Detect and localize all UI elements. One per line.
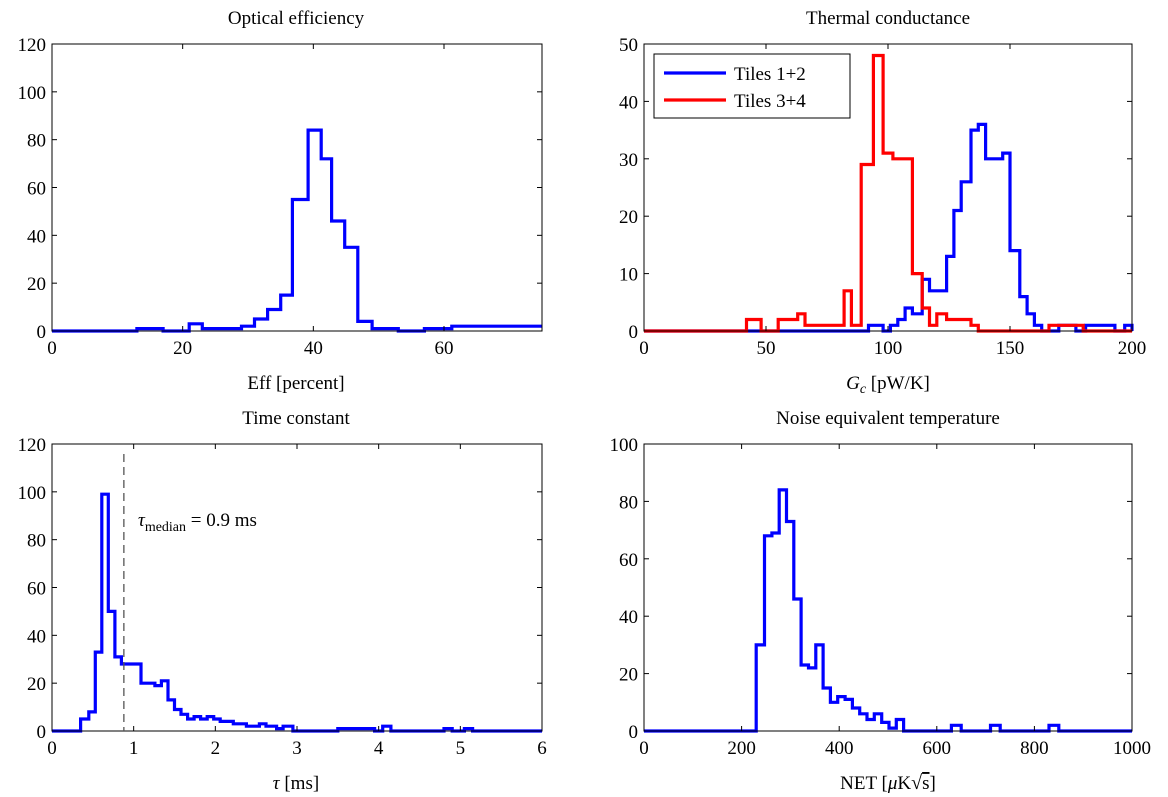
y-tick-label: 20 [619,207,638,228]
y-tick-label: 100 [18,483,47,504]
x-tick-label: 200 [727,738,756,759]
x-tick-label: 5 [456,738,466,759]
x-tick-label: 40 [304,338,323,359]
x-tick-label: 400 [825,738,854,759]
x-tick-label: 600 [923,738,952,759]
x-tick-label: 1000 [1113,738,1151,759]
y-tick-label: 0 [37,722,47,743]
x-tick-label: 60 [435,338,454,359]
legend-label: Tiles 3+4 [734,91,806,112]
x-tick-label: 0 [639,738,649,759]
y-tick-label: 40 [27,626,46,647]
x-tick-label: 0 [639,338,649,359]
y-tick-label: 60 [619,550,638,571]
y-tick-label: 20 [27,674,46,695]
x-axis-label: τ [ms] [273,773,319,794]
y-tick-label: 20 [27,274,46,295]
y-tick-label: 100 [18,83,47,104]
y-tick-label: 60 [27,179,46,200]
y-tick-label: 80 [27,131,46,152]
y-tick-label: 20 [619,665,638,686]
y-tick-label: 80 [27,531,46,552]
chart-time-constant: Time constant τ [ms] τmedian = 0.9 ms 0 1… [18,408,547,794]
chart-title: Thermal conductance [806,8,970,29]
y-tick-label: 0 [37,322,47,343]
legend-box [653,53,851,119]
y-tick-label: 40 [619,607,638,628]
x-tick-label: 4 [374,738,384,759]
x-tick-label: 50 [757,338,776,359]
chart-thermal-conductance: Thermal conductance Gc [pW/K] 0 50 100 150 2… [619,8,1146,397]
x-tick-label: 1 [129,738,139,759]
y-tick-label: 120 [18,435,47,456]
histogram-series-0 [644,488,1132,733]
y-tick-label: 120 [18,35,47,56]
median-annotation: τmedian = 0.9 ms [138,510,257,535]
chart-title: Noise equivalent temperature [776,408,1000,429]
y-tick-label: 100 [610,435,639,456]
x-tick-label: 2 [211,738,221,759]
x-axis-label: NET [μK√s] [840,772,936,794]
histogram-series-tiles-3-4 [644,53,1132,333]
chart-title: Optical efficiency [228,8,365,29]
x-tick-label: 0 [47,738,57,759]
y-tick-label: 40 [619,92,638,113]
x-tick-label: 6 [537,738,547,759]
x-tick-label: 800 [1020,738,1049,759]
y-tick-label: 40 [27,226,46,247]
plot-frame [643,443,1133,732]
x-tick-label: 0 [47,338,57,359]
x-tick-label: 100 [874,338,903,359]
x-axis-label: Eff [percent] [247,373,344,394]
x-tick-label: 20 [173,338,192,359]
y-tick-label: 60 [27,579,46,600]
x-tick-label: 150 [996,338,1025,359]
y-tick-label: 0 [629,722,639,743]
x-axis-label: Gc [pW/K] [846,373,930,397]
y-tick-label: 0 [629,322,639,343]
plot-frame [51,43,543,332]
y-tick-label: 80 [619,492,638,513]
histogram-series-tiles-1-2 [644,122,1134,333]
y-tick-label: 30 [619,150,638,171]
chart-noise-equivalent-temperature: Noise equivalent temperature NET [μK√s] … [610,408,1152,794]
chart-title: Time constant [242,408,350,429]
chart-optical-efficiency: Optical efficiency Eff [percent] 0 20 40 60… [18,8,543,394]
histogram-series-0 [52,492,542,733]
plot-frame [51,443,543,732]
y-tick-label: 50 [619,35,638,56]
histogram-series-0 [52,128,542,333]
y-tick-label: 10 [619,265,638,286]
x-tick-label: 3 [292,738,302,759]
legend-label: Tiles 1+2 [734,64,806,85]
x-tick-label: 200 [1118,338,1147,359]
